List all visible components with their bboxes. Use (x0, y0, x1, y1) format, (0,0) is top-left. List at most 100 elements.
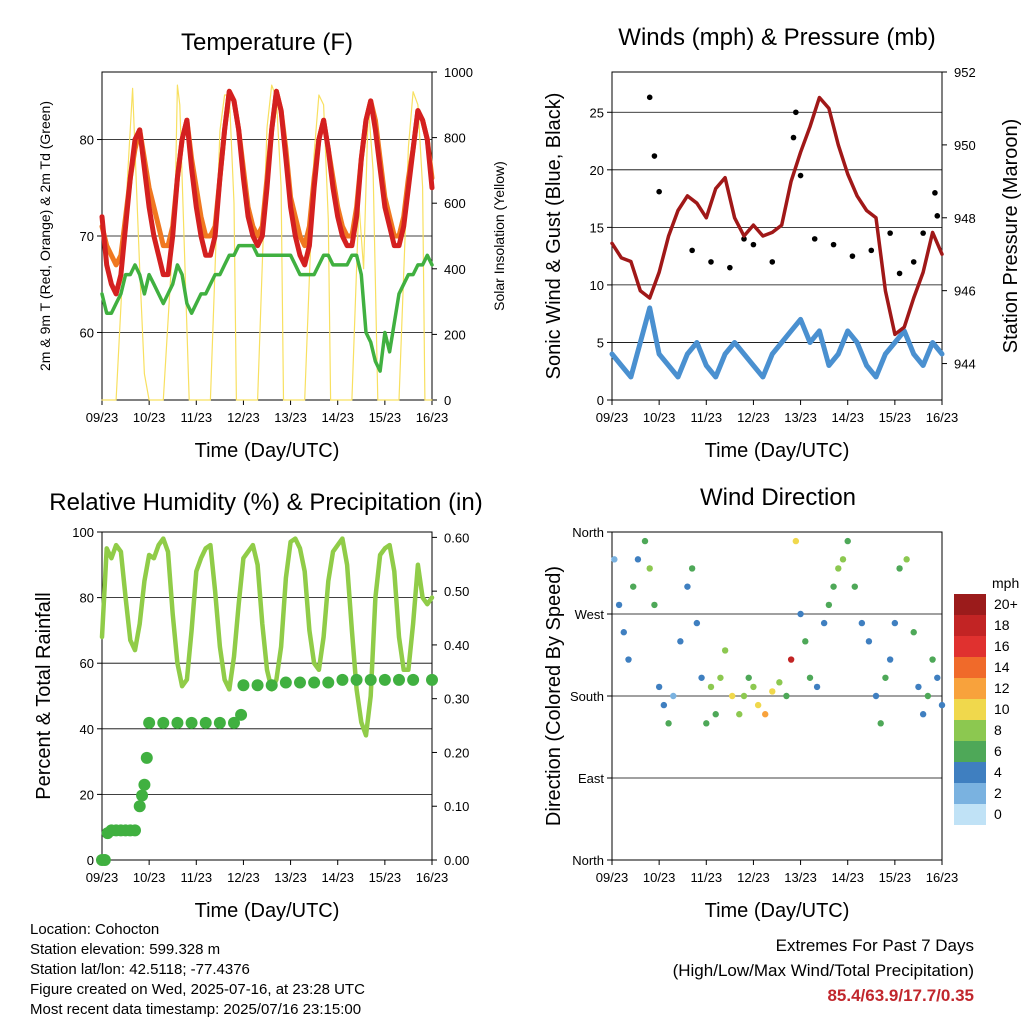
direction-point (938, 701, 946, 709)
direction-point (646, 565, 653, 572)
panel3-title: Relative Humidity (%) & Precipitation (i… (49, 489, 482, 516)
extremes-subtitle: (High/Low/Max Wind/Total Precipitation) (672, 961, 974, 980)
panel2-y2tick-label: 944 (954, 357, 976, 372)
panel3-ytick-label: 0 (87, 853, 94, 868)
direction-point (684, 583, 691, 590)
precip-point (136, 789, 149, 802)
direction-point (802, 638, 809, 645)
panel3-xtick-label: 14/23 (321, 870, 354, 885)
dewpoint-line (100, 243, 434, 373)
direction-point (660, 701, 668, 709)
direction-point (872, 692, 880, 700)
direction-point (797, 610, 804, 618)
panel4-xtick-label: 11/23 (690, 870, 722, 885)
direction-point (677, 638, 684, 645)
panel1-xtick-label: 14/23 (321, 410, 354, 425)
precip-point (407, 673, 420, 686)
panel2-ytick-label: 0 (597, 393, 604, 408)
precip-point (129, 824, 141, 837)
colorbar-title: mph (992, 575, 1019, 591)
direction-point (851, 583, 858, 590)
precip-point (251, 679, 264, 692)
panel1-xtick-label: 10/23 (133, 410, 166, 425)
direction-point (882, 674, 889, 681)
precip-point (393, 673, 405, 686)
gust-point (769, 259, 776, 265)
panel3-y2tick-label: 0.00 (444, 853, 469, 868)
panel4-ytick-label: West (575, 607, 605, 622)
panel1-xtick-label: 12/23 (227, 410, 260, 425)
precip-point (426, 673, 438, 686)
panel2-ytick-label: 10 (590, 278, 604, 293)
panel1-y2tick-label: 1000 (444, 65, 473, 80)
panel2-ylabel: Sonic Wind & Gust (Blue, Black) (543, 93, 565, 380)
panel3-xtick-label: 16/23 (416, 870, 449, 885)
direction-point (891, 619, 899, 627)
colorbar-swatch (954, 741, 986, 762)
precip-point (322, 676, 335, 689)
station-info: Location: Cohocton Station elevation: 59… (30, 920, 365, 1020)
panel3-y2tick-label: 0.50 (444, 584, 469, 599)
direction-point (934, 674, 941, 681)
direction-point (886, 656, 894, 663)
colorbar-swatch (954, 783, 986, 804)
direction-point (830, 583, 837, 590)
gust-point (741, 236, 747, 242)
panel2-xtick-label: 16/23 (926, 410, 959, 425)
direction-point (910, 629, 917, 636)
gust-point (849, 253, 856, 259)
direction-point (754, 701, 762, 709)
panel3-y2tick-label: 0.20 (444, 745, 469, 760)
latlon-text: Station lat/lon: 42.5118; -77.4376 (30, 961, 250, 978)
gust-point (646, 94, 653, 101)
panel1-xtick-label: 15/23 (369, 410, 402, 425)
elevation-text: Station elevation: 599.328 m (30, 941, 221, 958)
panel1-xtick-label: 13/23 (274, 410, 307, 425)
precip-point (171, 716, 184, 729)
panel3-ylabel: Percent & Total Rainfall (33, 592, 55, 800)
precip-point (308, 676, 321, 689)
panel1-xtick-label: 11/23 (180, 410, 212, 425)
sustained-wind-line (609, 305, 945, 380)
direction-point (877, 720, 884, 727)
panel3-ytick-label: 20 (80, 787, 94, 802)
direction-point (750, 683, 757, 691)
direction-point (776, 679, 783, 686)
gust-point (830, 241, 837, 248)
panel2-y2tick-label: 946 (954, 284, 976, 299)
panel4-ytick-label: North (572, 525, 604, 540)
colorbar-swatch (954, 615, 986, 636)
recent-data-text: Most recent data timestamp: 2025/07/16 2… (30, 1001, 362, 1018)
gust-point (793, 109, 799, 116)
gust-point (797, 172, 804, 179)
panel2-xtick-label: 14/23 (831, 410, 864, 425)
precip-point (143, 716, 156, 729)
direction-point (634, 556, 642, 563)
panel4-xlabel: Time (Day/UTC) (705, 900, 850, 922)
panel4-xtick-label: 14/23 (831, 870, 864, 885)
direction-point (665, 720, 672, 727)
panel2-title: Winds (mph) & Pressure (mb) (618, 24, 935, 51)
panel3-ytick-label: 100 (72, 525, 94, 540)
precip-point (294, 676, 306, 689)
direction-point (693, 619, 701, 627)
panel3-xtick-label: 13/23 (274, 870, 307, 885)
panel1-y2tick-label: 600 (444, 196, 466, 211)
panel4-ytick-label: North (572, 853, 604, 868)
colorbar-swatch (954, 720, 986, 741)
panel3-ytick-label: 60 (80, 656, 94, 671)
panel3-y2tick-label: 0.10 (444, 799, 469, 814)
precip-point (378, 673, 391, 686)
panel1-y2tick-label: 200 (444, 327, 466, 342)
colorbar-label: 6 (994, 743, 1002, 759)
panel1-y2tick-label: 0 (444, 393, 451, 408)
colorbar-swatch (954, 678, 986, 699)
panel2-ytick-label: 15 (590, 220, 604, 235)
precip-point (213, 716, 226, 729)
direction-point (736, 711, 743, 718)
direction-point (813, 683, 821, 691)
direction-point (688, 565, 696, 572)
precip-point (157, 716, 170, 729)
panel1-ytick-label: 60 (80, 325, 94, 340)
gust-point (708, 259, 714, 265)
